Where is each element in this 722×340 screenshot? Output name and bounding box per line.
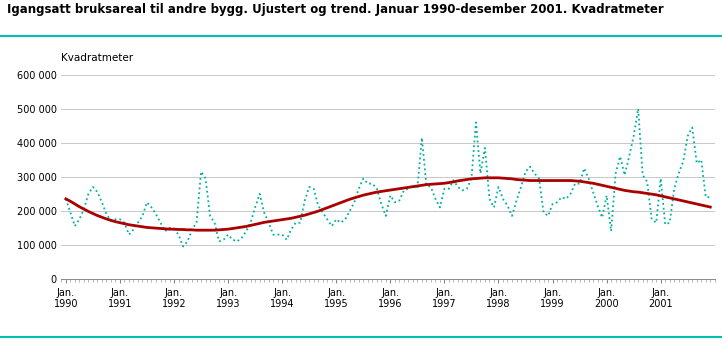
Bruksareal andre bygg, ujustert [593, 204, 602, 208]
Bruksareal andre bygg, ujustert [156, 221, 165, 225]
Bruksareal andre bygg, ujustert [61, 197, 70, 201]
Text: Kvadratmeter: Kvadratmeter [61, 53, 134, 63]
Bruksareal andre bygg, ujustert [706, 195, 715, 199]
Bruksareal andre bygg, trend [61, 197, 70, 201]
Bruksareal andre bygg, trend [192, 228, 201, 232]
Bruksareal andre bygg, trend [481, 176, 490, 180]
Text: Igangsatt bruksareal til andre bygg. Ujustert og trend. Januar 1990-desember 200: Igangsatt bruksareal til andre bygg. Uju… [7, 3, 664, 16]
Bruksareal andre bygg, ujustert [526, 165, 534, 169]
Bruksareal andre bygg, ujustert [107, 219, 116, 223]
Bruksareal andre bygg, trend [530, 178, 539, 183]
Bruksareal andre bygg, ujustert [264, 221, 273, 225]
Bruksareal andre bygg, ujustert [179, 244, 188, 249]
Line: Bruksareal andre bygg, ujustert: Bruksareal andre bygg, ujustert [66, 109, 710, 246]
Bruksareal andre bygg, ujustert [584, 176, 593, 181]
Bruksareal andre bygg, ujustert [634, 107, 643, 111]
Line: Bruksareal andre bygg, trend: Bruksareal andre bygg, trend [66, 178, 710, 230]
Bruksareal andre bygg, trend [706, 205, 715, 209]
Bruksareal andre bygg, trend [264, 220, 273, 224]
Bruksareal andre bygg, trend [107, 218, 116, 222]
Bruksareal andre bygg, trend [588, 181, 597, 185]
Bruksareal andre bygg, trend [156, 226, 165, 231]
Bruksareal andre bygg, trend [598, 183, 606, 187]
